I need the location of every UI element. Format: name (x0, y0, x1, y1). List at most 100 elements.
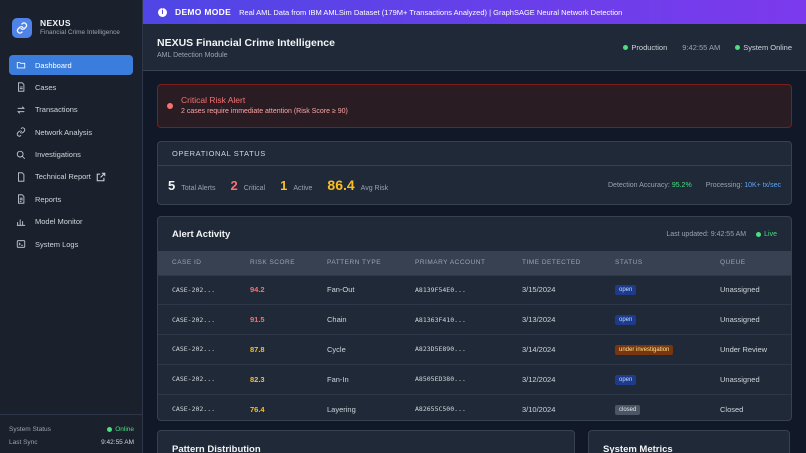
sidebar-item-model-monitor[interactable]: Model Monitor (9, 212, 133, 232)
stat-active: 1 Active (280, 178, 312, 193)
sidebar-item-label: Investigations (35, 150, 81, 160)
live-label: Live (764, 230, 777, 238)
accuracy-value: 95.2% (671, 181, 692, 189)
time-detected-cell: 3/13/2024 (522, 304, 615, 335)
online-text: Online (115, 426, 134, 433)
operational-status-panel: OPERATIONAL STATUS 5 Total Alerts 2 Crit… (157, 141, 792, 205)
detection-accuracy: Detection Accuracy: 95.2% (608, 182, 692, 189)
system-online-indicator: System Online (735, 43, 792, 52)
file-icon (16, 194, 26, 204)
terminal-icon (16, 239, 26, 249)
avg-risk-value: 86.4 (327, 177, 355, 193)
bar-chart-icon (16, 217, 26, 227)
alert-title: Critical Risk Alert (181, 95, 246, 105)
queue-cell: Unassigned (720, 274, 791, 305)
table-row[interactable]: CASE-202... 76.4 Layering A82655C500... … (158, 393, 791, 424)
sidebar-item-reports[interactable]: Reports (9, 189, 133, 209)
column-header[interactable]: PATTERN TYPE (327, 259, 382, 267)
primary-account-cell: A81363F410... (415, 304, 522, 335)
sidebar-item-investigations[interactable]: Investigations (9, 145, 133, 165)
document-icon (16, 82, 26, 92)
page-header: NEXUS Financial Crime Intelligence AML D… (143, 24, 806, 71)
system-status-value: Online (107, 426, 134, 433)
column-header[interactable]: QUEUE (720, 259, 746, 267)
queue-cell: Under Review (720, 334, 791, 365)
brand-subtitle: Financial Crime Intelligence (40, 29, 120, 36)
status-cell: closed (615, 393, 720, 424)
processing-rate: Processing: 10K+ tx/sec (706, 182, 781, 189)
banner-text: Real AML Data from IBM AMLSim Dataset (1… (239, 7, 623, 17)
queue-cell: Unassigned (720, 363, 791, 395)
sidebar-footer: System Status Online Last Sync 9:42:55 A… (0, 414, 143, 453)
sidebar-item-technical-report[interactable]: Technical Report (9, 167, 133, 187)
pattern-type-cell: Chain (327, 304, 415, 335)
column-header[interactable]: CASE ID (172, 259, 202, 267)
status-cell: under investigation (615, 334, 720, 365)
alert-dot-icon (167, 103, 173, 109)
column-header[interactable]: RISK SCORE (250, 259, 296, 267)
case-id-cell: CASE-202... (158, 304, 250, 335)
primary-account-cell: A8139F54E0... (415, 274, 522, 305)
critical-alert-banner[interactable]: Critical Risk Alert 2 cases require imme… (157, 84, 792, 128)
status-badge: open (615, 285, 637, 296)
sidebar-item-dashboard[interactable]: Dashboard (9, 55, 133, 75)
link-logo-icon (12, 18, 32, 38)
total-alerts-label: Total Alerts (181, 184, 216, 192)
primary-account-cell: A823D5E890... (415, 334, 522, 365)
sidebar-item-transactions[interactable]: Transactions (9, 100, 133, 120)
status-badge: open (615, 315, 637, 326)
stat-avg-risk: 86.4 Avg Risk (327, 177, 388, 193)
sidebar-item-system-logs[interactable]: System Logs (9, 234, 133, 254)
table-row[interactable]: CASE-202... 91.5 Chain A81363F410... 3/1… (158, 304, 791, 335)
status-cell: open (615, 274, 720, 305)
sidebar-nav: Dashboard Cases Transactions Network Ana… (0, 55, 142, 254)
risk-score-cell: 94.2 (250, 274, 327, 305)
case-id-cell: CASE-202... (158, 363, 250, 395)
case-id-cell: CASE-202... (158, 334, 250, 365)
demo-mode-label: DEMO MODE (175, 7, 232, 17)
status-badge: open (615, 374, 637, 385)
status-dot-icon (735, 44, 741, 50)
page-title: NEXUS Financial Crime Intelligence (157, 36, 335, 49)
link-icon (16, 127, 26, 137)
total-alerts-value: 5 (168, 177, 176, 193)
column-header[interactable]: STATUS (615, 259, 643, 267)
status-dot-icon (623, 44, 629, 50)
environment-label: Production (631, 42, 668, 52)
last-sync-value: 9:42:55 AM (101, 439, 134, 446)
sidebar-item-cases[interactable]: Cases (9, 77, 133, 97)
pattern-type-cell: Cycle (327, 334, 415, 365)
table-row[interactable]: CASE-202... 94.2 Fan-Out A8139F54E0... 3… (158, 274, 791, 305)
time-detected-cell: 3/15/2024 (522, 274, 615, 305)
page-subtitle: AML Detection Module (157, 51, 228, 59)
table-row[interactable]: CASE-202... 87.8 Cycle A823D5E890... 3/1… (158, 334, 791, 365)
online-dot-icon (107, 427, 113, 432)
system-status-label: System Status (9, 426, 51, 433)
primary-account-cell: A82655C500... (415, 393, 522, 424)
pattern-type-cell: Fan-Out (327, 274, 415, 305)
brand[interactable]: NEXUS Financial Crime Intelligence (0, 0, 142, 44)
system-online-label: System Online (743, 42, 792, 52)
system-metrics-title: System Metrics (603, 444, 673, 453)
time-detected-cell: 3/12/2024 (522, 363, 615, 395)
operational-status-heading: OPERATIONAL STATUS (158, 142, 791, 166)
case-id-cell: CASE-202... (158, 393, 250, 424)
search-icon (16, 150, 26, 160)
primary-account-cell: A8505ED380... (415, 363, 522, 395)
sidebar-item-label: Technical Report (35, 172, 91, 182)
environment-indicator: Production (623, 43, 667, 52)
table-row[interactable]: CASE-202... 82.3 Fan-In A8505ED380... 3/… (158, 363, 791, 395)
sidebar-item-network-analysis[interactable]: Network Analysis (9, 122, 133, 142)
queue-cell: Closed (720, 393, 791, 424)
column-header[interactable]: PRIMARY ACCOUNT (415, 259, 486, 267)
risk-score-cell: 91.5 (250, 304, 327, 335)
last-updated: Last updated: 9:42:55 AM (666, 230, 747, 238)
case-id-cell: CASE-202... (158, 274, 250, 305)
column-header[interactable]: TIME DETECTED (522, 259, 581, 267)
sidebar-item-label: Dashboard (35, 60, 72, 70)
risk-score-cell: 76.4 (250, 393, 327, 424)
status-cell: open (615, 363, 720, 395)
info-icon: i (158, 7, 167, 17)
critical-label: Critical (243, 184, 266, 192)
sidebar-item-label: Reports (35, 194, 62, 204)
